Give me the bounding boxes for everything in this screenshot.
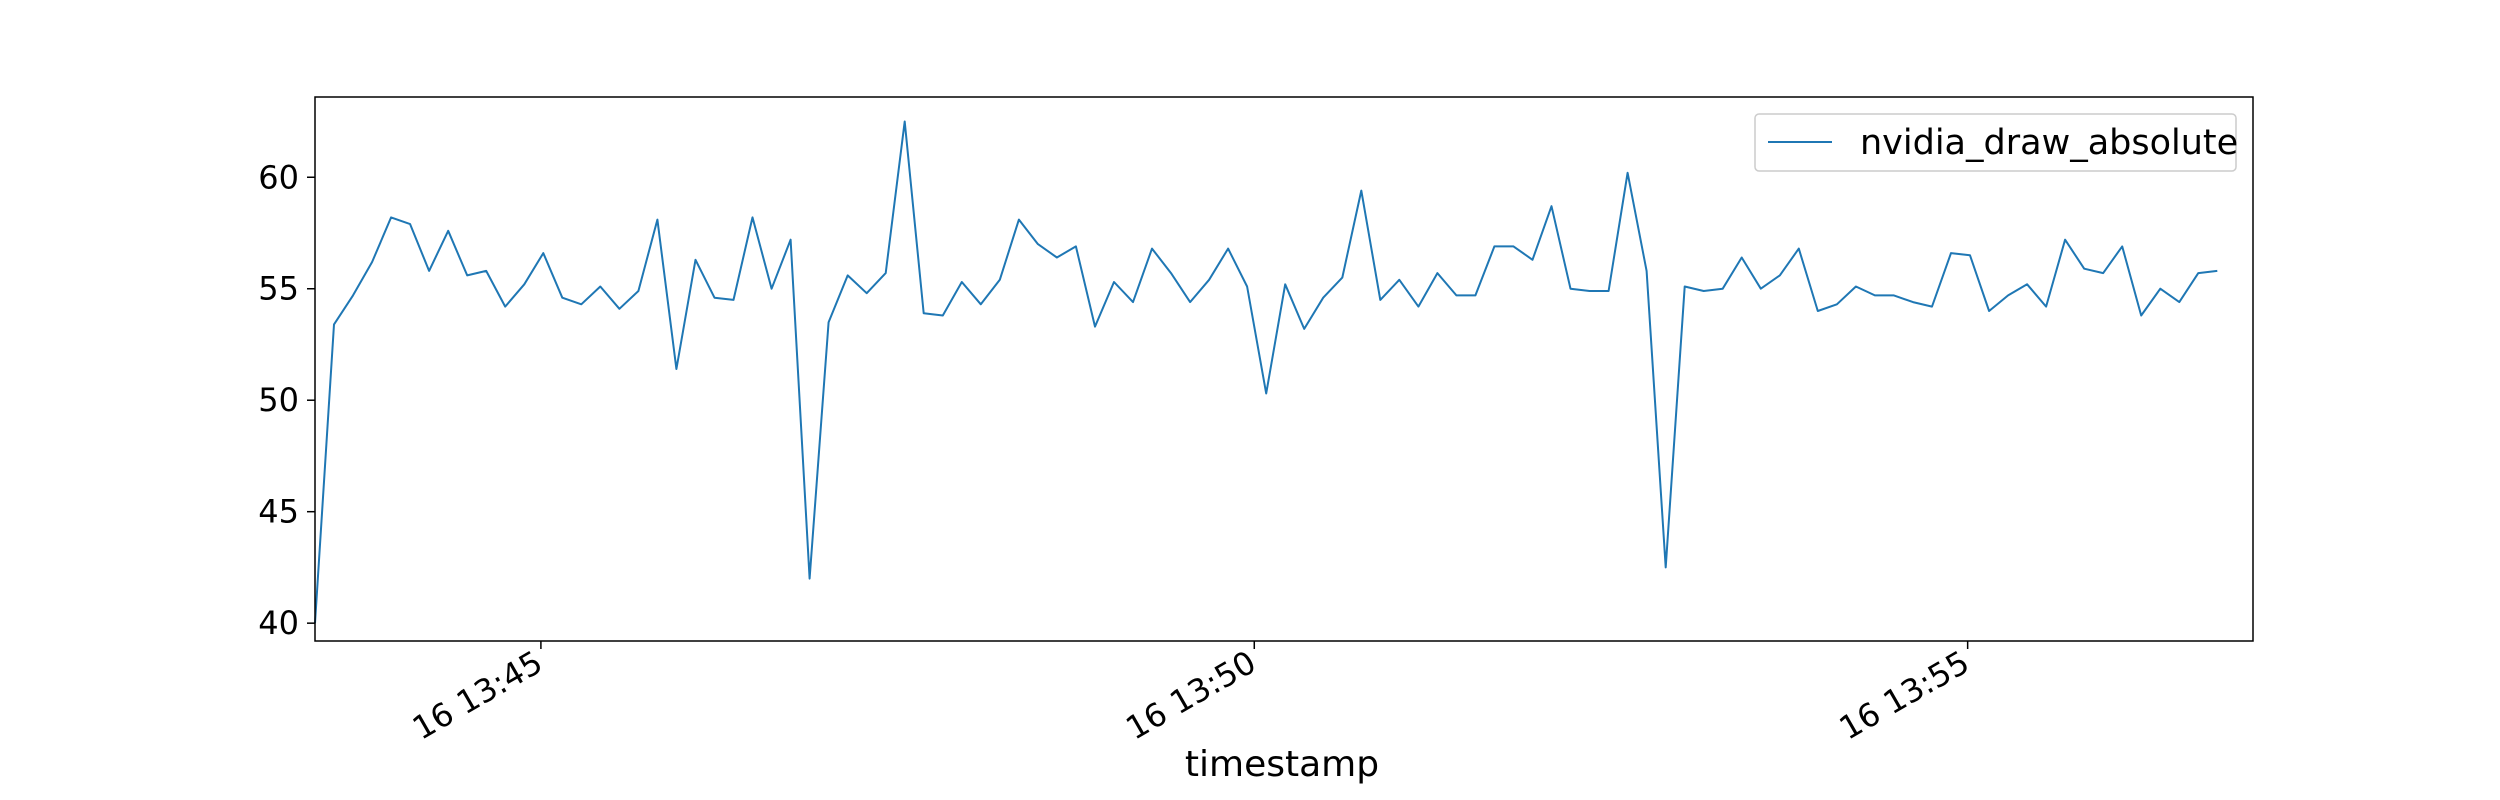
- axes-frame: [314, 96, 2254, 642]
- y-tick-label: 40: [258, 604, 299, 642]
- legend-box: [1754, 113, 2237, 172]
- y-ticks: 40 45 50 55 60: [258, 158, 315, 642]
- y-tick-label: 60: [258, 158, 299, 196]
- y-tick-label: 55: [258, 270, 299, 308]
- x-tick-label: 16 13:55: [1833, 643, 1976, 747]
- legend: nvidia_draw_absolute: [1754, 113, 2238, 172]
- x-ticks: 16 13:45 16 13:50 16 13:55: [406, 641, 1976, 747]
- x-tick-label: 16 13:50: [1119, 643, 1262, 747]
- plot-area: [315, 97, 2253, 641]
- legend-label: nvidia_draw_absolute: [1860, 123, 2238, 163]
- series-layer: [314, 120, 2218, 624]
- y-tick-label: 50: [258, 381, 299, 419]
- series-line-1: [314, 120, 2218, 624]
- y-tick-label: 45: [258, 493, 299, 531]
- x-tick-label: 16 13:45: [406, 643, 549, 747]
- x-axis-title: timestamp: [1185, 744, 1379, 785]
